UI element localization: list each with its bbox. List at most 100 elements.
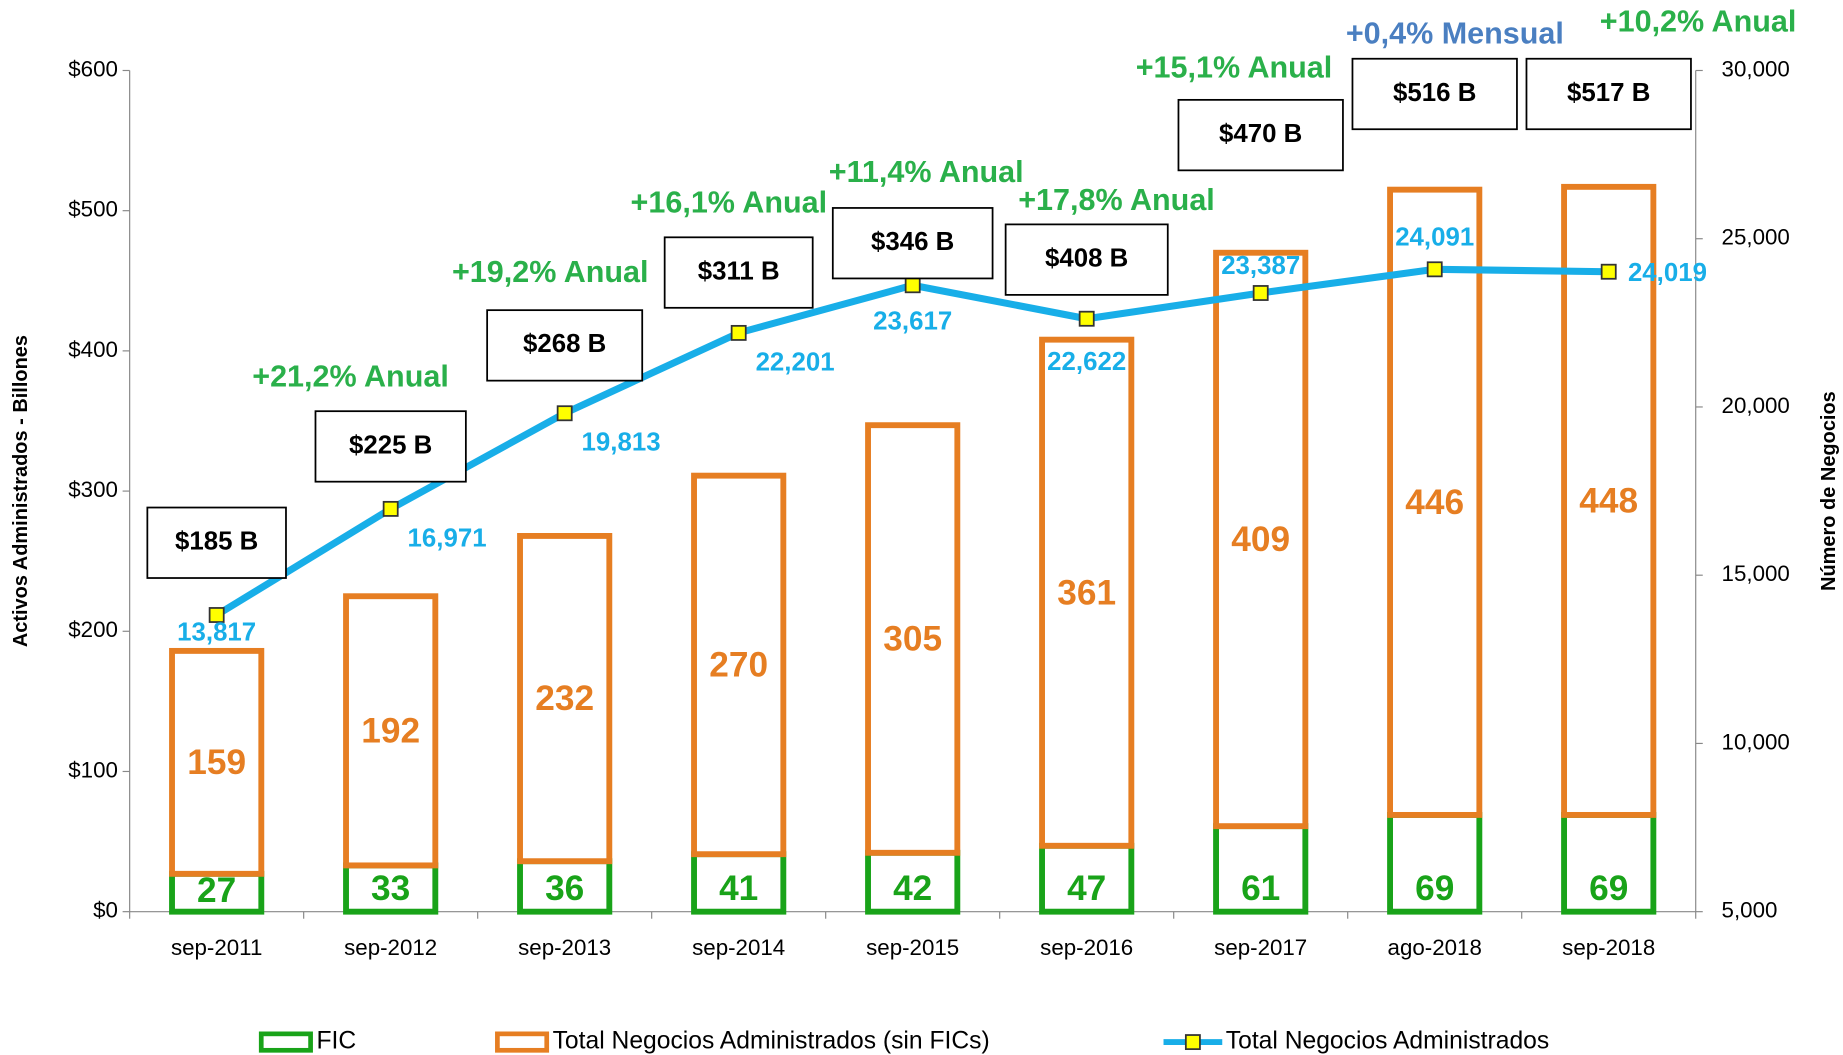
line-marker: [1078, 310, 1095, 327]
bar-label: 446: [1405, 483, 1464, 522]
total-box: [314, 410, 467, 483]
total-box: [663, 236, 814, 309]
line-marker: [1426, 261, 1443, 278]
total-box: [486, 309, 644, 382]
total-box: [146, 506, 287, 579]
total-label: $225 B: [349, 431, 432, 459]
total-label: $517 B: [1567, 79, 1650, 107]
line-value-label: 22,201: [756, 348, 835, 376]
bar-segment: [1213, 249, 1309, 830]
x-tick-label: sep-2018: [1562, 935, 1655, 960]
x-tick-label: sep-2013: [518, 935, 611, 960]
total-box: [1004, 223, 1169, 296]
growth-label: +0,4% Mensual: [1346, 16, 1564, 50]
x-tick-label: sep-2017: [1214, 935, 1307, 960]
line-value-label: 13,817: [177, 619, 256, 647]
growth-label: +15,1% Anual: [1136, 50, 1333, 84]
bar-label: 42: [893, 869, 932, 908]
total-label: $470 B: [1219, 120, 1302, 148]
total-box: [1525, 57, 1692, 131]
legend-swatch: [258, 1031, 313, 1053]
y2-tick-label: 15,000: [1722, 561, 1790, 586]
bar-label: 69: [1415, 869, 1454, 908]
x-tick-label: sep-2012: [344, 935, 437, 960]
total-label: $268 B: [523, 330, 606, 358]
bar-label: 69: [1589, 869, 1628, 908]
line-marker: [556, 405, 573, 422]
y2-tick-label: 5,000: [1722, 898, 1778, 923]
line-marker: [208, 607, 225, 623]
bar-label: 305: [883, 620, 942, 659]
line-marker: [730, 324, 747, 341]
legend-swatch: [495, 1031, 550, 1053]
legend-label: Total Negocios Administrados: [1226, 1028, 1549, 1055]
total-label: $185 B: [175, 528, 258, 556]
y2-tick-label: 10,000: [1722, 729, 1790, 754]
growth-label: +16,1% Anual: [631, 185, 828, 219]
bar-label: 232: [535, 679, 594, 718]
y-tick-label: $100: [68, 757, 118, 782]
bar-segment: [1387, 186, 1483, 818]
growth-label: +17,8% Anual: [1018, 183, 1215, 217]
x-tick-label: sep-2014: [692, 935, 785, 960]
bar-label: 361: [1057, 573, 1116, 612]
bar-segment: [517, 533, 613, 865]
bar-label: 41: [719, 869, 758, 908]
line-marker: [1600, 263, 1617, 280]
total-label: $346 B: [871, 228, 954, 256]
bar-label: 27: [197, 871, 236, 910]
bar-label: 448: [1579, 482, 1638, 521]
total-label: $408 B: [1045, 244, 1128, 272]
bar-segment: [1561, 183, 1657, 818]
bar-segment: [169, 647, 265, 877]
line-marker: [1252, 285, 1269, 301]
line-marker: [904, 277, 921, 294]
bar-segment: [691, 851, 787, 915]
bar-segment: [169, 870, 265, 915]
bar-label: 409: [1231, 520, 1290, 559]
bar-segment: [343, 593, 439, 869]
line-value-label: 23,617: [873, 308, 952, 336]
x-tick-label: sep-2015: [866, 935, 959, 960]
y2-tick-label: 20,000: [1722, 393, 1790, 418]
y-tick-label: $400: [68, 337, 118, 362]
y-tick-label: $600: [68, 56, 118, 81]
bar-label: 192: [361, 711, 420, 750]
bar-label: 159: [187, 743, 246, 782]
legend-swatch-marker: [1184, 1034, 1201, 1051]
y-axis-title: Activos Administrados - Billones: [10, 335, 32, 647]
total-label: $311 B: [698, 257, 780, 285]
line-value-label: 16,971: [408, 524, 487, 552]
y-tick-label: $500: [68, 197, 118, 222]
line-marker: [382, 500, 399, 517]
y-tick-label: $200: [68, 617, 118, 642]
bar-label: 33: [371, 869, 410, 908]
growth-label: +21,2% Anual: [252, 359, 449, 393]
bar-segment: [691, 472, 787, 858]
y-tick-label: $0: [93, 898, 118, 923]
total-label: $516 B: [1393, 79, 1476, 107]
bar-label: 47: [1067, 869, 1106, 908]
growth-label: +19,2% Anual: [452, 255, 649, 289]
bar-label: 36: [545, 869, 584, 908]
total-box: [1177, 98, 1344, 172]
y2-tick-label: 25,000: [1722, 225, 1790, 250]
line-value-label: 24,091: [1395, 224, 1474, 252]
bar-segment: [865, 422, 961, 856]
bar-label: 61: [1241, 869, 1280, 908]
line-value-label: 22,622: [1047, 348, 1126, 376]
bar-segment: [865, 849, 961, 915]
legend-label: Total Negocios Administrados (sin FICs): [553, 1028, 990, 1055]
growth-label: +10,2% Anual: [1600, 5, 1797, 39]
bar-segment: [1039, 336, 1135, 849]
legend-label: FIC: [316, 1028, 356, 1055]
x-tick-label: sep-2016: [1040, 935, 1133, 960]
bar-segment: [517, 858, 613, 915]
line-value-label: 19,813: [582, 429, 661, 457]
total-box: [1351, 57, 1518, 131]
growth-label: +11,4% Anual: [829, 155, 1024, 189]
x-tick-label: ago-2018: [1388, 935, 1482, 960]
y2-axis-title: Número de Negocios: [1818, 391, 1840, 591]
x-tick-label: sep-2011: [171, 935, 262, 960]
y-tick-label: $300: [68, 477, 118, 502]
